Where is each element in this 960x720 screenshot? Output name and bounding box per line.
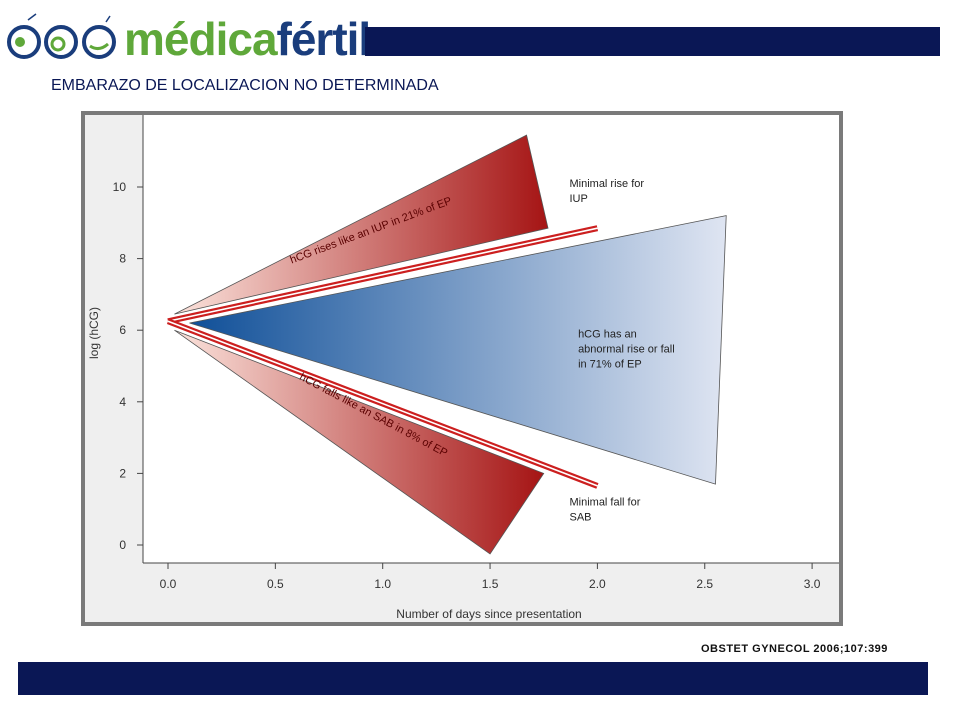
x-tick-label-4: 2.0 [589,577,606,591]
citation: OBSTET GYNECOL 2006;107:399 [701,643,888,655]
annotation-0: Minimal rise for IUP [569,178,644,205]
y-tick-label-4: 8 [119,252,126,266]
x-tick-label-3: 1.5 [482,577,499,591]
chart-frame: 0.0 0.5 1.0 1.5 2.0 2.5 3.0 0 2 4 6 8 10 Number of da… [81,111,843,626]
x-tick-label-2: 1.0 [374,577,391,591]
annotation-2: Minimal fall for SAB [569,497,640,524]
annotation-0-line-0: Minimal rise for [569,178,644,190]
region-abnormal [189,215,727,485]
annotation-1-line-1: abnormal rise or fall [578,343,675,355]
annotation-0-line-1: IUP [569,193,587,205]
chart-panel: 0.0 0.5 1.0 1.5 2.0 2.5 3.0 0 2 4 6 8 10 Number of da… [85,115,839,622]
annotation-1-line-2: in 71% of EP [578,358,642,370]
y-tick-label-1: 2 [119,466,126,480]
logo-circles-icon [7,13,116,59]
y-tick-label-3: 6 [119,323,126,337]
y-tick-label-0: 0 [119,538,126,552]
y-tick-label-5: 10 [113,180,127,194]
header-bar [365,27,940,56]
region-rise [174,134,549,315]
x-tick-label-1: 0.5 [267,577,284,591]
logo-text-medica: médica [124,13,278,65]
series-line-highlight-1 [167,320,598,487]
footer-bar [18,662,928,695]
logo-text-fertil: fértil [276,13,372,65]
logo-wordmark: médicafértil [124,13,372,65]
x-axis-label: Number of days since presentation [396,607,581,621]
y-tick-label-2: 4 [119,395,126,409]
medicafertil-logo: médicafértil [6,12,371,68]
x-tick-label-0: 0.0 [160,577,177,591]
annotation-1: hCG has an abnormal rise or fall in 71% of… [578,328,675,370]
region-fall [174,329,545,555]
series-line-highlight-0 [167,227,598,323]
annotation-1-line-0: hCG has an [578,328,637,340]
chart-svg: 0.0 0.5 1.0 1.5 2.0 2.5 3.0 0 2 4 6 8 10 Number of da… [87,115,839,621]
y-axis-label: log (hCG) [87,307,101,359]
annotation-2-line-1: SAB [569,512,591,524]
x-tick-label-6: 3.0 [804,577,821,591]
x-tick-label-5: 2.5 [696,577,713,591]
page-title: EMBARAZO DE LOCALIZACION NO DETERMINADA [51,77,439,94]
annotation-2-line-0: Minimal fall for [569,497,640,509]
